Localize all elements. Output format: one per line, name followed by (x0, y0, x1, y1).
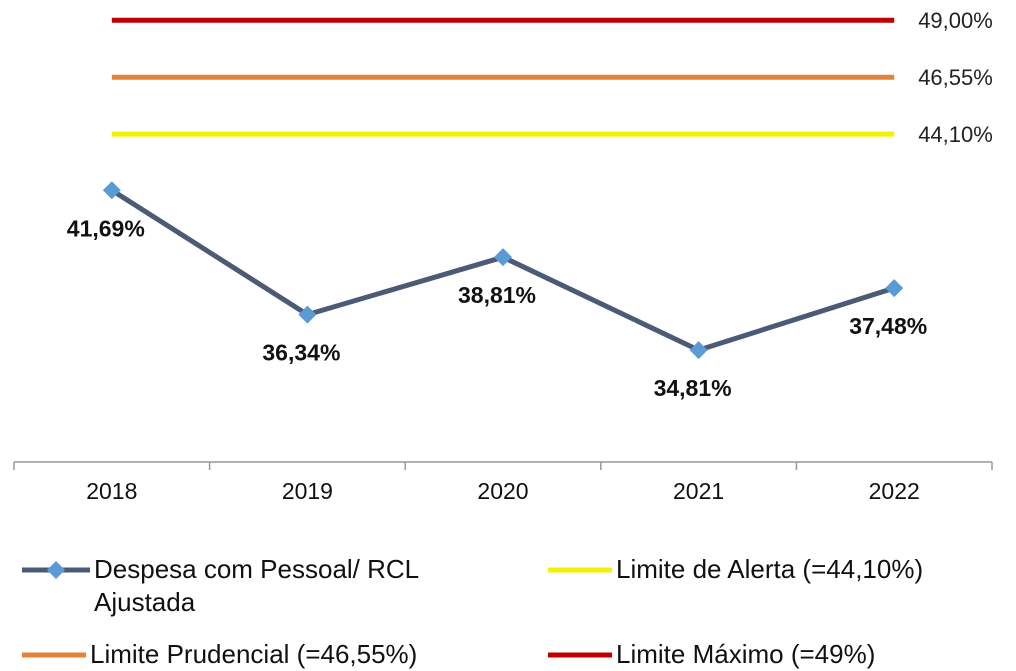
x-tick-label: 2019 (282, 478, 333, 504)
legend-item: Limite Prudencial (=46,55%) (22, 638, 417, 671)
end-label: 46,55% (918, 65, 993, 90)
data-line (110, 188, 895, 353)
data-label: 41,69% (67, 215, 145, 241)
legend-marker (47, 561, 65, 579)
marker (885, 279, 904, 298)
legend-label: Limite Máximo (=49%) (616, 639, 876, 669)
marker (102, 181, 121, 200)
legend-swatch (22, 652, 86, 658)
data-label: 36,34% (262, 340, 340, 366)
x-tick-label: 2018 (86, 478, 137, 504)
legend-label: Limite de Alerta (=44,10%) (616, 554, 924, 584)
legend-swatch (22, 561, 90, 579)
legend-item: Limite de Alerta (=44,10%) (548, 553, 923, 586)
marker (689, 341, 708, 360)
x-tick-label: 2021 (673, 478, 724, 504)
marker (298, 305, 317, 324)
x-tick-label: 2022 (869, 478, 920, 504)
legend-label: Limite Prudencial (=46,55%) (90, 639, 418, 669)
data-label: 37,48% (849, 313, 927, 339)
x-tick-label: 2020 (477, 478, 528, 504)
legend-item: Limite Máximo (=49%) (548, 638, 875, 671)
end-label: 49,00% (918, 8, 993, 33)
marker (494, 248, 512, 267)
data-label: 34,81% (654, 375, 732, 401)
end-label: 44,10% (918, 122, 993, 147)
legend-swatch (548, 652, 612, 658)
legend-label: Despesa com Pessoal/ RCL Ajustada (94, 554, 419, 617)
chart: 2018 2019 2020 2021 2022 49,00% 46,55% 44,10% 41… (13, 8, 993, 504)
data-label: 38,81% (458, 282, 536, 308)
legend-swatch (548, 567, 612, 573)
legend-item: Despesa com Pessoal/ RCL Ajustada (22, 553, 454, 619)
